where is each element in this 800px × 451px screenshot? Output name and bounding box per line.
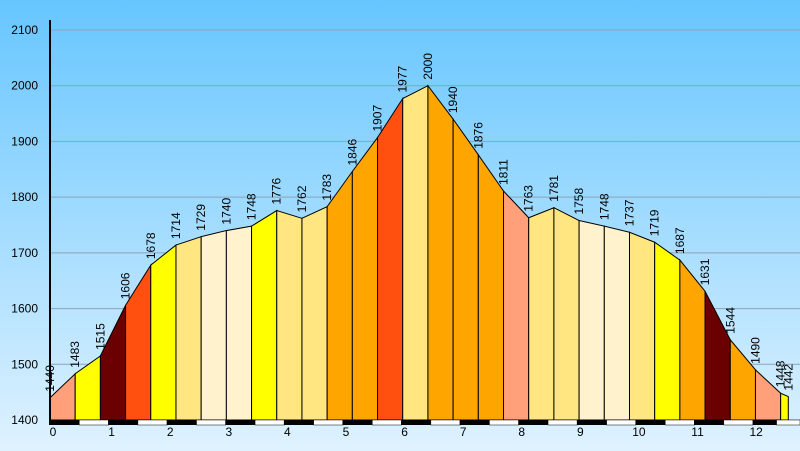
axis-bar — [577, 420, 607, 425]
segment — [503, 189, 530, 421]
y-tick-label: 1900 — [11, 134, 38, 148]
y-tick-label: 1600 — [11, 302, 38, 316]
y-tick-label: 1700 — [11, 246, 38, 260]
value-label: 2000 — [421, 53, 435, 80]
segment — [603, 225, 630, 421]
axis-bar — [284, 420, 314, 425]
axis-bar — [79, 419, 109, 426]
value-label: 1483 — [68, 341, 82, 368]
axis-bar — [753, 420, 777, 425]
x-tick-label: 11 — [691, 425, 704, 439]
segment — [351, 136, 379, 421]
segment — [326, 169, 353, 421]
segment — [654, 241, 681, 421]
segment — [200, 229, 227, 421]
segment — [175, 236, 202, 421]
segment — [553, 206, 580, 421]
axis-bar — [372, 419, 402, 426]
axis-bar — [694, 420, 724, 425]
value-label: 1606 — [119, 272, 133, 299]
value-label: 1515 — [93, 323, 107, 350]
value-label: 1783 — [320, 174, 334, 201]
x-tick-label: 7 — [460, 425, 467, 439]
value-label: 1907 — [371, 105, 385, 132]
x-tick-label: 8 — [518, 425, 525, 439]
segment — [780, 392, 789, 421]
x-tick-label: 6 — [401, 425, 408, 439]
value-label: 1714 — [169, 212, 183, 239]
value-label: 1544 — [723, 307, 737, 334]
axis-bar — [635, 420, 666, 425]
value-label: 1442 — [781, 364, 795, 391]
axis-bar — [108, 420, 138, 425]
y-tick-label: 1500 — [11, 357, 38, 371]
value-label: 1737 — [622, 199, 636, 226]
value-label: 1719 — [648, 209, 662, 236]
x-tick-label: 1 — [108, 425, 115, 439]
axis-bar — [313, 419, 344, 426]
axis-bar — [664, 419, 695, 426]
segment — [377, 96, 404, 421]
axis-bar — [137, 419, 168, 426]
value-label: 1876 — [471, 122, 485, 149]
value-label: 1763 — [522, 185, 536, 212]
value-label: 1748 — [245, 193, 259, 220]
value-label: 1940 — [446, 86, 460, 113]
segment — [251, 209, 278, 421]
value-label: 1776 — [270, 177, 284, 204]
axis-bar — [225, 420, 256, 425]
x-tick-label: 5 — [343, 425, 350, 439]
y-tick-label: 1400 — [11, 413, 38, 427]
y-tick-label: 2000 — [11, 79, 38, 93]
segment — [301, 205, 328, 421]
segment — [477, 153, 505, 421]
value-label: 1762 — [295, 185, 309, 212]
x-tick-label: 9 — [577, 425, 584, 439]
segment — [276, 209, 303, 421]
axis-bar — [254, 419, 285, 426]
axis-bar — [518, 420, 549, 425]
axis-bar — [460, 420, 490, 425]
segment — [427, 84, 454, 421]
value-label: 1687 — [673, 227, 687, 254]
axis-bar — [50, 420, 80, 425]
value-label: 1977 — [396, 66, 410, 93]
y-tick-label: 1800 — [11, 190, 38, 204]
value-label: 1748 — [597, 193, 611, 220]
axis-bar — [776, 419, 800, 426]
axis-bar — [547, 419, 578, 426]
value-label: 1846 — [345, 138, 359, 165]
value-label: 1811 — [497, 159, 511, 185]
value-label: 1631 — [698, 258, 712, 285]
x-tick-label: 0 — [50, 425, 57, 439]
segment — [452, 117, 479, 421]
value-label: 1448 — [774, 360, 788, 387]
x-tick-label: 3 — [225, 425, 232, 439]
x-tick-label: 4 — [284, 425, 291, 439]
segment — [150, 244, 177, 421]
y-tick-label: 2100 — [11, 23, 38, 37]
value-label: 1729 — [194, 204, 208, 231]
axis-bar — [342, 420, 373, 425]
axis-bar — [489, 419, 519, 426]
value-label: 1678 — [144, 232, 158, 259]
segment — [628, 231, 656, 421]
value-label: 1781 — [547, 175, 561, 202]
value-label: 1740 — [219, 198, 233, 225]
axis-bar — [167, 420, 197, 425]
segment — [225, 225, 253, 421]
value-label: 1758 — [572, 188, 586, 215]
axis-bar — [196, 419, 227, 426]
x-tick-label: 10 — [632, 425, 646, 439]
axis-bar — [401, 420, 431, 425]
segment — [578, 219, 605, 421]
x-tick-label: 2 — [167, 425, 174, 439]
segment — [402, 84, 429, 421]
axis-bar — [430, 419, 461, 426]
segment — [528, 206, 555, 421]
value-label: 1490 — [748, 337, 762, 364]
x-tick-label: 12 — [749, 425, 763, 439]
